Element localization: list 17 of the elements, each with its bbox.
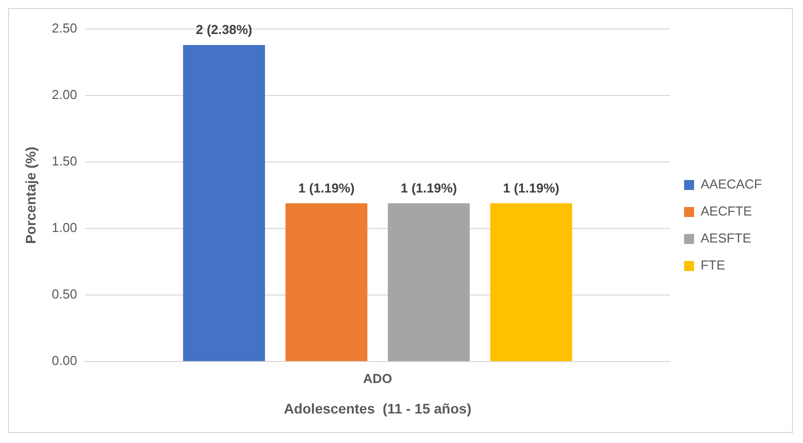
x-axis-title: Adolescentes (11 - 15 años): [284, 400, 472, 416]
legend-label: AAECACF: [700, 176, 762, 192]
legend-label: AECFTE: [700, 204, 752, 219]
y-tick-label: 0.50: [52, 286, 78, 302]
legend-label: FTE: [700, 258, 726, 273]
data-label: 1 (1.19%): [502, 180, 560, 196]
y-tick-label: 0.00: [52, 353, 78, 368]
y-tick-label: 2.50: [52, 20, 78, 36]
y-tick-label: 1.00: [52, 220, 78, 236]
y-tick-label: 2.00: [52, 87, 78, 102]
y-axis-title: Porcentaje (%): [22, 146, 38, 244]
x-tick-label: ADO: [363, 370, 392, 386]
data-label: 1 (1.19%): [400, 180, 457, 196]
data-label: 2 (2.38%): [196, 22, 252, 38]
y-tick-label: 1.50: [52, 154, 78, 169]
data-label: 1 (1.19%): [298, 180, 355, 196]
legend-label: AESFTE: [700, 230, 752, 246]
